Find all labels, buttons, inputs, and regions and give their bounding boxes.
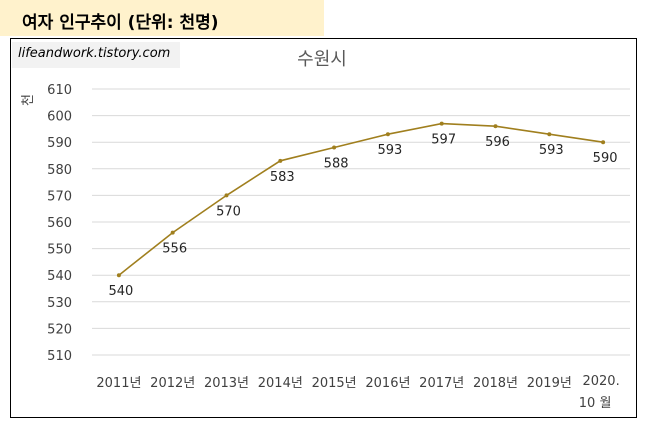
x-tick-label: 2015년 bbox=[312, 376, 357, 391]
series-polyline bbox=[118, 122, 604, 276]
watermark-text: lifeandwork.tistory.com bbox=[18, 46, 171, 61]
y-tick-label: 520 bbox=[47, 322, 72, 337]
x-tick-label: 2012년 bbox=[150, 376, 195, 391]
data-label: 590 bbox=[593, 151, 618, 166]
y-tick-label: 590 bbox=[47, 136, 72, 151]
data-label: 583 bbox=[270, 170, 295, 185]
data-label: 596 bbox=[485, 135, 510, 150]
data-point bbox=[332, 145, 337, 150]
header-banner: 여자 인구추이 (단위: 천명) bbox=[0, 0, 324, 36]
y-tick-label: 530 bbox=[47, 296, 72, 311]
data-points bbox=[116, 121, 606, 278]
y-tick-label: 610 bbox=[47, 83, 72, 98]
gridlines bbox=[92, 88, 630, 356]
data-point bbox=[170, 230, 175, 235]
data-label: 597 bbox=[431, 133, 456, 148]
y-axis-ticks: 510 520 530 540 550 560 570 580 590 600 610 bbox=[47, 83, 72, 364]
y-tick-label: 560 bbox=[47, 216, 72, 231]
x-tick-label: 2019년 bbox=[527, 376, 572, 391]
x-tick-label: 2018년 bbox=[473, 376, 518, 391]
y-tick-label: 570 bbox=[47, 189, 72, 204]
data-label: 593 bbox=[539, 143, 564, 158]
x-tick-label: 2013년 bbox=[204, 376, 249, 391]
series-line bbox=[118, 122, 604, 276]
data-labels: 540 556 570 583 588 593 597 596 593 590 bbox=[108, 133, 617, 300]
y-tick-label: 540 bbox=[47, 269, 72, 284]
y-tick-label: 600 bbox=[47, 110, 72, 125]
data-label: 570 bbox=[216, 204, 241, 219]
y-tick-label: 510 bbox=[47, 349, 72, 364]
data-point bbox=[224, 193, 229, 198]
data-point bbox=[439, 121, 444, 126]
x-tick-label: 2020. 10 월 bbox=[579, 374, 620, 411]
chart-title: 수원시 bbox=[297, 49, 347, 70]
x-tick-label: 2016년 bbox=[365, 376, 410, 391]
data-point bbox=[278, 158, 283, 163]
data-point bbox=[385, 132, 390, 137]
y-tick-label: 550 bbox=[47, 243, 72, 258]
y-tick-label: 580 bbox=[47, 163, 72, 178]
x-tick-label: 2014년 bbox=[258, 376, 303, 391]
data-label: 540 bbox=[108, 284, 133, 299]
data-point bbox=[493, 124, 498, 129]
data-point bbox=[601, 140, 606, 145]
data-point bbox=[116, 273, 121, 278]
x-tick-label: 2011년 bbox=[96, 376, 141, 391]
page-title: 여자 인구추이 (단위: 천명) bbox=[22, 13, 219, 33]
x-axis-ticks: 2011년 2012년 2013년 2014년 2015년 2016년 2017년 2018년… bbox=[96, 374, 619, 411]
data-label: 556 bbox=[162, 242, 187, 257]
data-point bbox=[547, 132, 552, 137]
watermark: lifeandwork.tistory.com bbox=[12, 42, 180, 68]
data-label: 588 bbox=[324, 157, 349, 172]
y-axis-label: 천 bbox=[21, 94, 36, 106]
data-label: 593 bbox=[377, 143, 402, 158]
x-tick-label: 2017년 bbox=[419, 376, 464, 391]
